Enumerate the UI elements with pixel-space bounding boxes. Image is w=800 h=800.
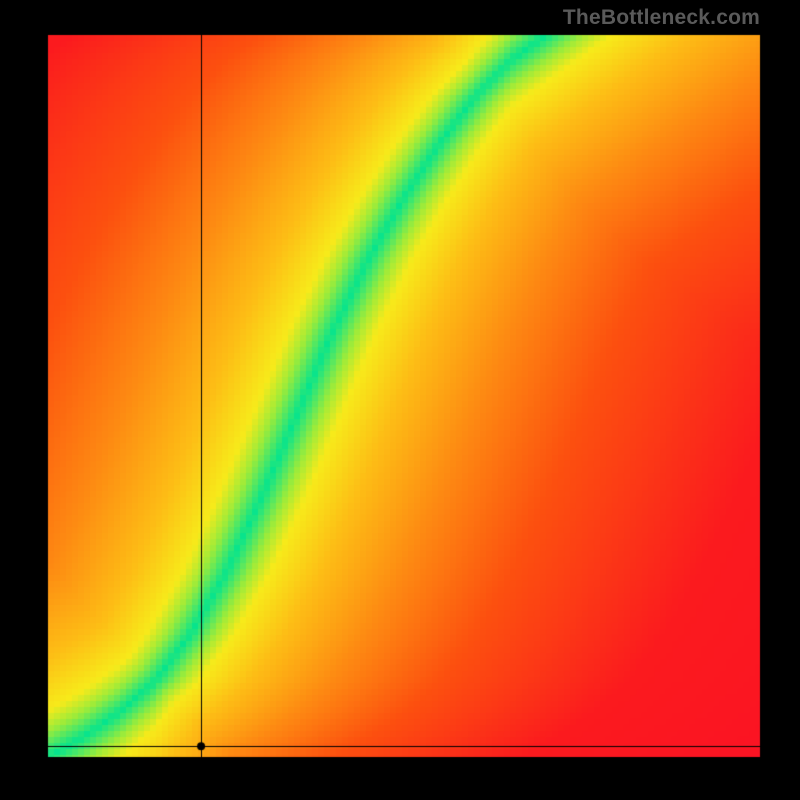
chart-container: TheBottleneck.com	[0, 0, 800, 800]
watermark-text: TheBottleneck.com	[563, 6, 760, 30]
bottleneck-heatmap	[0, 0, 800, 800]
